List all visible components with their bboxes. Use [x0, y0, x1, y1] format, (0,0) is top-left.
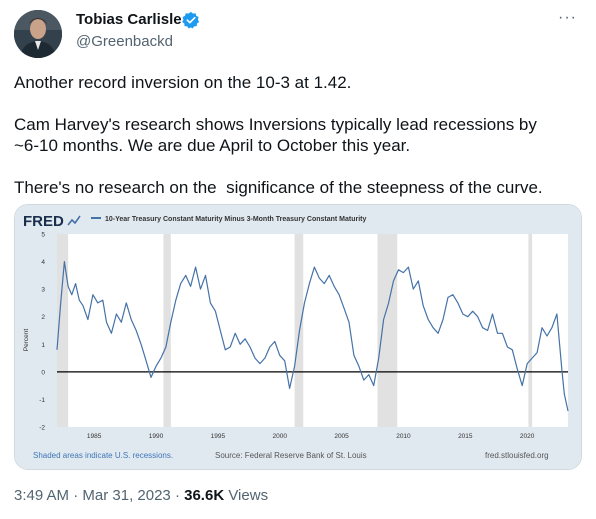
fred-logo-icon: [67, 215, 81, 226]
plot-area: [57, 234, 568, 427]
recession-band: [377, 234, 398, 427]
y-axis-label: Percent: [23, 329, 30, 352]
x-tick-label: 1990: [149, 433, 164, 440]
views-label: Views: [228, 487, 269, 504]
footer-url[interactable]: fred.stlouisfed.org: [485, 451, 549, 460]
y-tick-label: 0: [41, 369, 45, 376]
x-tick-label: 1985: [87, 433, 102, 440]
footer-source: Source: Federal Reserve Bank of St. Loui…: [215, 451, 367, 460]
y-axis: -2 -1 0 1 2 3 4 5: [39, 232, 45, 432]
y-tick-label: 2: [41, 314, 45, 321]
recession-band: [163, 234, 171, 427]
legend-label: 10-Year Treasury Constant Maturity Minus…: [105, 216, 366, 223]
avatar-photo: [14, 10, 62, 58]
tweet-date[interactable]: Mar 31, 2023: [82, 487, 171, 504]
tweet-text: Another record inversion on the 10-3 at …: [14, 72, 584, 198]
verified-badge-icon: [182, 11, 200, 29]
fred-chart: FRED 10-Year Treasury Constant Maturity …: [15, 205, 581, 469]
series-line: [56, 261, 569, 412]
x-tick-label: 2005: [334, 433, 349, 440]
y-tick-label: 5: [41, 232, 45, 239]
y-tick-label: -2: [39, 425, 45, 432]
avatar[interactable]: [14, 10, 62, 58]
more-options-icon[interactable]: ···: [558, 9, 577, 26]
y-tick-label: -1: [39, 397, 45, 404]
author-name[interactable]: Tobias Carlisle: [76, 11, 182, 28]
x-tick-label: 2020: [520, 433, 535, 440]
tweet-line-3: ~6-10 months. We are due April to Octobe…: [14, 136, 411, 155]
x-tick-label: 2000: [272, 433, 287, 440]
fred-logo: FRED: [23, 213, 81, 230]
x-tick-label: 1995: [211, 433, 226, 440]
tweet-time[interactable]: 3:49 AM: [14, 487, 70, 504]
author-handle[interactable]: @Greenbackd: [76, 33, 173, 50]
x-tick-label: 2015: [458, 433, 473, 440]
meta-separator: ·: [174, 487, 180, 504]
y-tick-label: 1: [41, 342, 45, 349]
tweet-line-2: Cam Harvey's research shows Inversions t…: [14, 115, 537, 134]
recession-band: [528, 234, 533, 427]
x-axis: 1985 1990 1995 2000 2005 2010 2015 2020: [87, 433, 535, 440]
tweet-media[interactable]: FRED 10-Year Treasury Constant Maturity …: [14, 204, 582, 470]
tweet-line-1: Another record inversion on the 10-3 at …: [14, 73, 352, 92]
recession-bands: [57, 234, 533, 427]
tweet-meta: 3:49 AM · Mar 31, 2023 · 36.6K Views: [14, 487, 268, 504]
tweet-line-4: There's no research on the significance …: [14, 178, 543, 197]
views-count: 36.6K: [184, 487, 225, 504]
footer-recession-note[interactable]: Shaded areas indicate U.S. recessions.: [33, 451, 173, 460]
recession-band: [57, 234, 69, 427]
y-tick-label: 4: [41, 259, 45, 266]
y-tick-label: 3: [41, 287, 45, 294]
fred-brand: FRED: [23, 213, 64, 230]
recession-band: [294, 234, 304, 427]
meta-separator: ·: [73, 487, 79, 504]
x-tick-label: 2010: [396, 433, 411, 440]
